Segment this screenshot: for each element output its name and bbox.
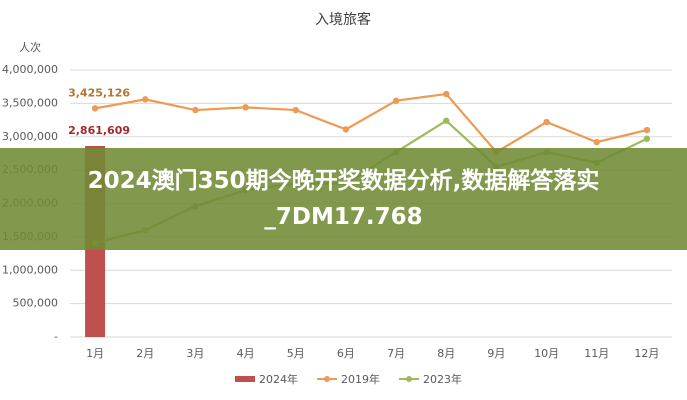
marker <box>543 118 550 126</box>
marker <box>292 106 299 114</box>
x-tick-label: 3月 <box>186 347 204 360</box>
x-tick-label: 10月 <box>534 347 559 360</box>
x-tick-label: 12月 <box>634 347 659 360</box>
marker <box>142 96 149 103</box>
marker <box>242 104 249 111</box>
line <box>94 92 648 154</box>
marker <box>392 97 400 104</box>
chart-title: 入境旅客 <box>315 11 371 28</box>
legend-label: 2019年 <box>341 372 380 386</box>
marker <box>643 126 651 134</box>
marker <box>443 117 450 124</box>
overlay-banner: 2024澳门350期今晚开奖数据分析,数据解答落实_7DM17.768 <box>0 148 687 250</box>
marker <box>342 126 350 133</box>
y-tick-label: 3,000,000 <box>2 130 58 143</box>
data-label: 2,861,609 <box>68 124 130 137</box>
marker <box>593 138 600 146</box>
x-tick-label: 1月 <box>86 347 104 360</box>
legend-label: 2023年 <box>423 372 462 386</box>
y-tick-label: 1,000,000 <box>2 263 58 276</box>
y-tick-label: - <box>54 330 58 343</box>
x-tick-label: 4月 <box>237 347 255 360</box>
x-tick-label: 6月 <box>337 347 355 360</box>
y-tick-label: 3,500,000 <box>2 96 58 109</box>
legend-marker <box>324 376 330 382</box>
x-tick-label: 2月 <box>136 347 154 360</box>
x-tick-label: 7月 <box>387 347 405 360</box>
x-tick-label: 5月 <box>287 347 305 360</box>
y-axis-label: 人次 <box>19 40 41 54</box>
y-tick-label: 4,000,000 <box>2 63 58 76</box>
legend-label: 2024年 <box>259 372 298 386</box>
legend-swatch <box>235 376 255 382</box>
x-tick-label: 9月 <box>487 347 505 360</box>
y-tick-label: 500,000 <box>13 297 59 310</box>
legend-marker <box>406 376 412 382</box>
marker <box>443 90 450 98</box>
x-tick-label: 11月 <box>584 347 609 360</box>
x-tick-label: 8月 <box>437 347 455 360</box>
marker <box>192 106 199 114</box>
marker <box>643 135 651 142</box>
marker <box>91 105 99 112</box>
data-label: 3,425,126 <box>68 86 130 99</box>
